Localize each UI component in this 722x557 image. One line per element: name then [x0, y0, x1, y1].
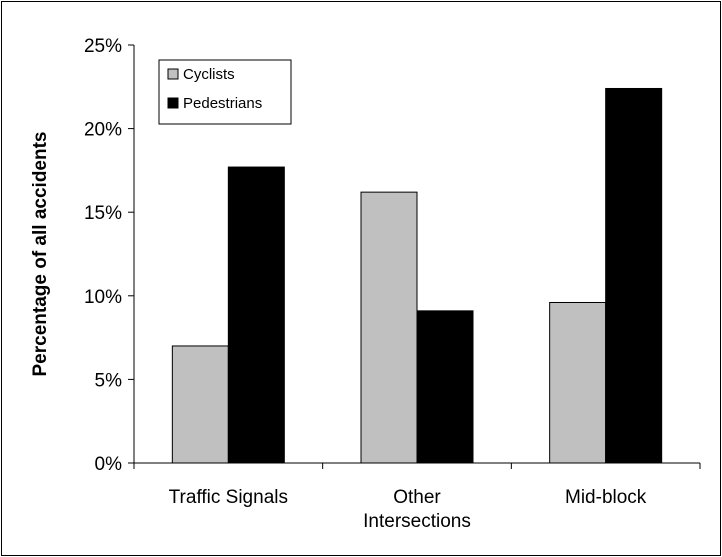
axes	[133, 45, 701, 469]
legend-swatch-pedestrians	[167, 97, 179, 109]
bar-pedestrians-1	[416, 310, 474, 464]
legend-swatch-cyclists	[167, 68, 179, 80]
bar-cyclists-2	[549, 301, 607, 464]
x-tick-labels: Traffic Signals Other Intersections Mid-blo…	[169, 487, 647, 532]
y-tick-label: 15%	[84, 203, 122, 224]
y-tick-label: 0%	[95, 454, 123, 475]
y-tick-label: 25%	[84, 36, 122, 57]
y-tick-label: 20%	[84, 120, 122, 141]
legend: Cyclists Pedestrians	[158, 59, 292, 125]
bar-cyclists-1	[360, 191, 418, 464]
legend-box	[158, 59, 292, 125]
x-tick-label: Mid-block	[565, 487, 647, 508]
bar-pedestrians-0	[227, 166, 285, 464]
y-tick-label: 10%	[84, 287, 122, 308]
bar-cyclists-0	[171, 345, 229, 464]
legend-label-cyclists: Cyclists	[183, 66, 235, 83]
y-axis-label-group: Percentage of all accidents	[30, 132, 51, 377]
y-axis-label: Percentage of all accidents	[30, 132, 51, 377]
x-tick-label: Traffic Signals	[169, 487, 288, 508]
bar-pedestrians-2	[605, 87, 663, 464]
bars	[171, 87, 663, 464]
x-tick-label: Other Intersections	[363, 487, 471, 532]
y-tick-label: 5%	[95, 370, 123, 391]
y-ticks: 0% 5% 10% 15% 20% 25%	[84, 36, 134, 475]
legend-label-pedestrians: Pedestrians	[183, 95, 262, 112]
